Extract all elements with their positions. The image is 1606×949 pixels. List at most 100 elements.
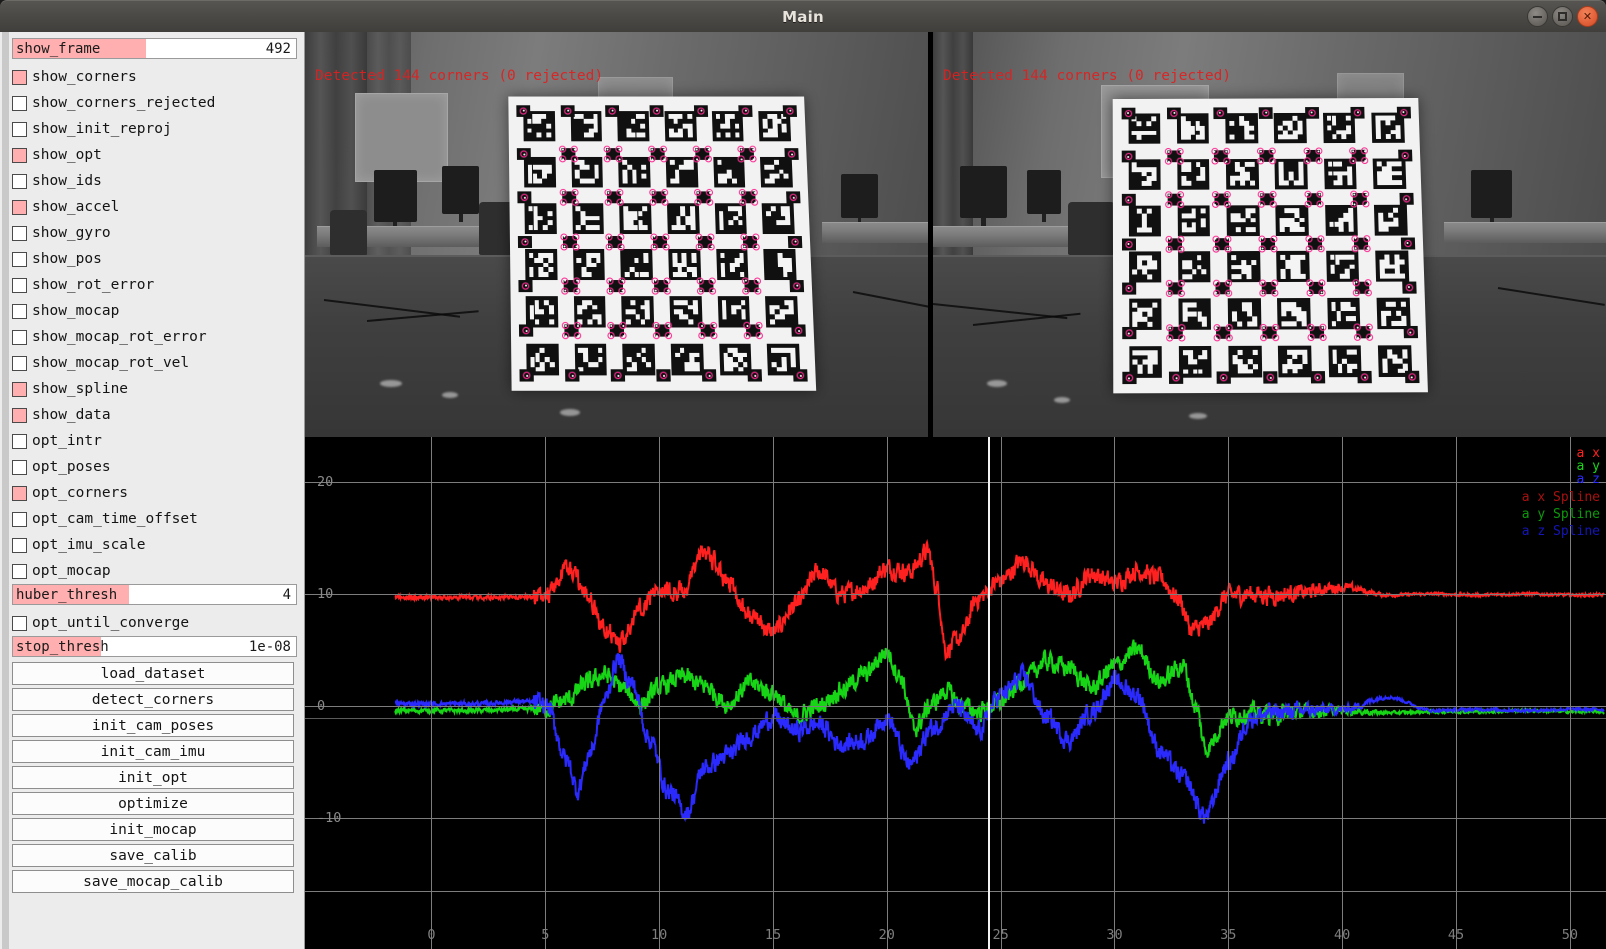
detected-corner-marker <box>1306 323 1314 331</box>
maximize-button[interactable] <box>1552 6 1573 27</box>
detected-corner-marker <box>650 233 658 241</box>
checkbox-box[interactable] <box>12 329 27 345</box>
button-save_calib[interactable]: save_calib <box>12 844 294 867</box>
detected-corner-marker <box>561 287 569 295</box>
detected-corner-marker <box>1125 284 1133 292</box>
checkbox-opt_until_converge[interactable]: opt_until_converge <box>12 610 297 636</box>
detected-corner-marker <box>743 321 751 330</box>
checkbox-box[interactable] <box>12 277 27 293</box>
button-init_cam_imu[interactable]: init_cam_imu <box>12 740 294 763</box>
detected-corner-marker <box>1305 244 1313 252</box>
slider-show_frame[interactable]: show_frame 492 <box>12 38 297 59</box>
detected-corner-marker <box>1350 190 1358 198</box>
minimize-button[interactable] <box>1527 6 1548 27</box>
checkbox-opt_mocap[interactable]: opt_mocap <box>12 558 297 584</box>
checkbox-box[interactable] <box>12 121 27 137</box>
x-axis-line <box>305 891 1606 892</box>
checkbox-box[interactable] <box>12 433 27 449</box>
slider-huber_thresh[interactable]: huber_thresh 4 <box>12 584 297 605</box>
detected-corner-marker <box>1405 283 1413 291</box>
apriltag-cell <box>1276 251 1310 283</box>
detected-corner-marker <box>605 233 613 241</box>
checkbox-show_spline[interactable]: show_spline <box>12 376 297 402</box>
detected-corner-marker <box>1399 108 1407 116</box>
checkbox-show_rot_error[interactable]: show_rot_error <box>12 272 297 298</box>
slider-stop_thresh[interactable]: stop_thresh 1e-08 <box>12 636 297 657</box>
button-load_dataset[interactable]: load_dataset <box>12 662 294 685</box>
checkbox-box[interactable] <box>12 199 27 215</box>
checkbox-opt_corners[interactable]: opt_corners <box>12 480 297 506</box>
checkbox-show_accel[interactable]: show_accel <box>12 194 297 220</box>
checkbox-show_corners_rejected[interactable]: show_corners_rejected <box>12 90 297 116</box>
button-init_cam_poses[interactable]: init_cam_poses <box>12 714 294 737</box>
detected-corner-marker <box>1124 240 1133 248</box>
detected-corner-marker <box>1306 333 1315 342</box>
checkbox-show_gyro[interactable]: show_gyro <box>12 220 297 246</box>
checkbox-show_opt[interactable]: show_opt <box>12 142 297 168</box>
checkbox-opt_intr[interactable]: opt_intr <box>12 428 297 454</box>
checkbox-box[interactable] <box>12 563 27 579</box>
checkbox-box[interactable] <box>12 459 27 475</box>
checkbox-box[interactable] <box>12 381 27 397</box>
plot-cursor-line[interactable] <box>988 437 991 949</box>
checkbox-box[interactable] <box>12 225 27 241</box>
checkbox-box[interactable] <box>12 355 27 371</box>
detected-corner-marker <box>1266 374 1274 382</box>
detected-corner-marker <box>1166 324 1174 332</box>
checkbox-box[interactable] <box>12 303 27 319</box>
checkbox-box[interactable] <box>12 615 27 631</box>
close-button[interactable]: ✕ <box>1577 6 1598 27</box>
camera-view-left[interactable]: Detected 144 corners (0 rejected) <box>305 32 928 437</box>
detected-corner-marker <box>572 233 580 241</box>
legend-entry: a x <box>1576 446 1600 461</box>
button-save_mocap_calib[interactable]: save_mocap_calib <box>12 870 294 893</box>
checkbox-box[interactable] <box>12 251 27 267</box>
checkbox-box[interactable] <box>12 95 27 111</box>
detected-corner-marker <box>652 332 661 340</box>
button-init_opt[interactable]: init_opt <box>12 766 294 789</box>
checkbox-box[interactable] <box>12 511 27 527</box>
detected-corner-marker <box>755 332 764 340</box>
checkbox-opt_poses[interactable]: opt_poses <box>12 454 297 480</box>
detected-corner-marker <box>663 277 671 285</box>
checkbox-show_data[interactable]: show_data <box>12 402 297 428</box>
checkbox-box[interactable] <box>12 69 27 85</box>
detected-corner-marker <box>1177 245 1185 253</box>
detected-corner-marker <box>708 287 717 295</box>
detected-corner-marker <box>607 321 615 330</box>
checkbox-box[interactable] <box>12 537 27 553</box>
checkbox-show_mocap_rot_vel[interactable]: show_mocap_rot_vel <box>12 350 297 376</box>
checkbox-show_pos[interactable]: show_pos <box>12 246 297 272</box>
legend-entry: a x Spline <box>1521 490 1600 505</box>
apriltag-cell <box>570 110 603 142</box>
checkbox-show_corners[interactable]: show_corners <box>12 64 297 90</box>
button-detect_corners[interactable]: detect_corners <box>12 688 294 711</box>
checkbox-show_init_reproj[interactable]: show_init_reproj <box>12 116 297 142</box>
checkbox-show_mocap[interactable]: show_mocap <box>12 298 297 324</box>
camera-view-right[interactable]: Detected 144 corners (0 rejected) <box>933 32 1606 437</box>
checkbox-opt_cam_time_offset[interactable]: opt_cam_time_offset <box>12 506 297 532</box>
checkbox-opt_imu_scale[interactable]: opt_imu_scale <box>12 532 297 558</box>
detected-corner-marker <box>648 155 656 163</box>
title-bar[interactable]: Main ✕ <box>0 0 1606 32</box>
checkbox-box[interactable] <box>12 173 27 189</box>
checkbox-show_ids[interactable]: show_ids <box>12 168 297 194</box>
sidebar-scrollbar[interactable] <box>2 32 9 949</box>
checkbox-box[interactable] <box>12 485 27 501</box>
detected-corner-marker <box>520 194 528 202</box>
detected-corner-marker <box>520 150 528 158</box>
detected-corner-marker <box>705 189 714 197</box>
y-tick-label: 10 <box>317 585 334 602</box>
plot-legend-spline: a x Spline a y Spline a z Spline <box>1522 489 1600 540</box>
detected-corner-marker <box>708 277 716 285</box>
checkbox-box[interactable] <box>12 147 27 163</box>
button-optimize[interactable]: optimize <box>12 792 294 815</box>
detected-corner-marker <box>1257 201 1265 209</box>
button-init_mocap[interactable]: init_mocap <box>12 818 294 841</box>
detected-corner-marker <box>1172 374 1180 382</box>
detected-corner-marker <box>1315 157 1323 165</box>
checkbox-show_mocap_rot_error[interactable]: show_mocap_rot_error <box>12 324 297 350</box>
apriltag-cell <box>668 249 701 281</box>
checkbox-box[interactable] <box>12 407 27 423</box>
